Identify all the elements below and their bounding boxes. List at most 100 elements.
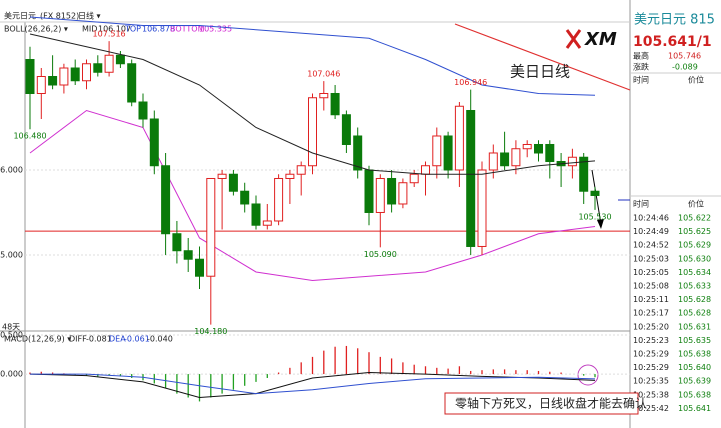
tick-price: 105.631 — [678, 322, 711, 331]
candle-body — [443, 135, 453, 171]
tick-time: 10:25:20 — [633, 322, 669, 331]
logo: XM — [584, 29, 617, 50]
candle-body — [477, 169, 487, 247]
price-header: 价位 — [688, 199, 704, 209]
candle-body — [104, 54, 114, 73]
candle-body — [251, 203, 261, 226]
candle-body — [183, 250, 193, 260]
diff-value: -0.081 — [86, 335, 112, 344]
tick-time: 10:25:05 — [633, 268, 669, 277]
candle-body — [172, 233, 182, 252]
high-label: 最高 — [633, 51, 649, 61]
symbol-code: (FX 8152) — [40, 12, 79, 21]
price-label: 106.480 — [13, 132, 46, 141]
candle-body — [466, 109, 476, 247]
price-label: 105.090 — [364, 250, 397, 259]
y-tick-label: 105.000 — [0, 250, 23, 259]
candle-body — [59, 67, 69, 86]
candle-body — [330, 92, 340, 116]
candle-body — [364, 169, 374, 213]
macd-label[interactable]: MACD(12,26,9) ▾ — [4, 335, 71, 344]
candle-body — [488, 152, 498, 171]
tick-time: 10:24:52 — [633, 241, 669, 250]
diff-label: DIFF — [69, 335, 87, 344]
annotation: 美日日线 — [510, 63, 570, 81]
arrow-shaft — [591, 169, 602, 225]
dea-line — [30, 373, 596, 395]
candle-body — [285, 173, 295, 179]
tick-time: 10:25:23 — [633, 336, 669, 345]
candle-body — [308, 97, 317, 167]
time-header: 时间 — [633, 75, 649, 85]
tick-price: 105.633 — [678, 282, 711, 291]
tick-price: 105.628 — [678, 295, 711, 304]
top-value: 106.878 — [142, 25, 175, 34]
price-label: 106.946 — [454, 78, 487, 87]
tick-price: 105.634 — [678, 268, 711, 277]
candle-body — [161, 165, 171, 235]
candle-body — [341, 114, 351, 145]
tick-time: 10:24:46 — [633, 214, 669, 223]
candle-body — [138, 101, 148, 120]
candle-body — [398, 182, 408, 205]
candle-body — [590, 190, 600, 196]
y-tick-label: 0.500 — [0, 331, 23, 340]
candle-body — [206, 177, 216, 277]
symbol[interactable]: 美元日元 — [4, 11, 36, 21]
candle-body — [421, 165, 430, 175]
candle-body — [217, 173, 227, 179]
candle-body — [36, 76, 46, 94]
candle-body — [409, 173, 419, 184]
tick-time: 10:25:38 — [633, 390, 669, 399]
tick-time: 10:25:08 — [633, 282, 669, 291]
tick-price: 105.628 — [678, 309, 711, 318]
quote-name: 美元日元 815 — [634, 13, 715, 28]
days-label: 48天 — [2, 323, 20, 332]
diff-line — [29, 372, 596, 399]
boll-lower — [29, 109, 596, 281]
candle-body — [25, 59, 35, 94]
boll-label[interactable]: BOLL(26,26,2) ▾ — [4, 25, 68, 34]
candle-body — [500, 152, 510, 167]
candle-body — [545, 143, 555, 162]
high-value: 105.746 — [668, 52, 701, 61]
boll-legend: BOLL(26,26,2) ▾ MID 106.107 TOP 106.878 … — [4, 25, 232, 34]
candle-body — [82, 63, 91, 82]
price-header: 价位 — [688, 75, 704, 85]
time-header: 时间 — [633, 199, 649, 209]
quote-panel: 美元日元 815 XM 105.641/1 最高 105.746 涨跌 -0.0… — [563, 13, 721, 209]
tick-time: 10:25:42 — [633, 404, 669, 413]
period[interactable]: 日线 ▾ — [78, 11, 101, 21]
tick-price: 105.638 — [678, 390, 711, 399]
tick-time: 10:25:35 — [633, 377, 669, 386]
candle-body — [228, 173, 238, 192]
candle-body — [262, 220, 272, 226]
candle-body — [375, 177, 385, 213]
bottom-label: BOTTOM — [170, 25, 205, 34]
candle-body — [240, 190, 250, 205]
tick-price: 105.625 — [678, 227, 711, 236]
arrow-head — [597, 219, 604, 229]
dea-value: -0.061 — [124, 335, 150, 344]
candle-body — [195, 258, 204, 277]
tick-price: 105.641 — [678, 404, 711, 413]
tick-price: 105.622 — [678, 214, 711, 223]
candle-body — [296, 165, 306, 175]
macd-legend: MACD(12,26,9) ▾ DIFF -0.081 DEA -0.061 -… — [4, 335, 173, 344]
tick-price: 105.639 — [678, 377, 711, 386]
candle-body — [274, 177, 284, 222]
tick-time: 10:25:11 — [633, 295, 669, 304]
candle-body — [115, 54, 125, 65]
note-box — [444, 392, 639, 415]
candle-body — [353, 135, 363, 171]
top-label: TOP — [124, 25, 141, 34]
change-value: -0.089 — [672, 63, 698, 72]
highlight-circle — [577, 364, 599, 386]
tick-price: 105.629 — [678, 241, 711, 250]
tick-time: 10:25:29 — [633, 363, 669, 372]
candle-body — [387, 177, 397, 205]
tick-price: 105.630 — [678, 254, 711, 263]
candle-body — [522, 143, 532, 150]
change-label: 涨跌 — [633, 62, 649, 72]
